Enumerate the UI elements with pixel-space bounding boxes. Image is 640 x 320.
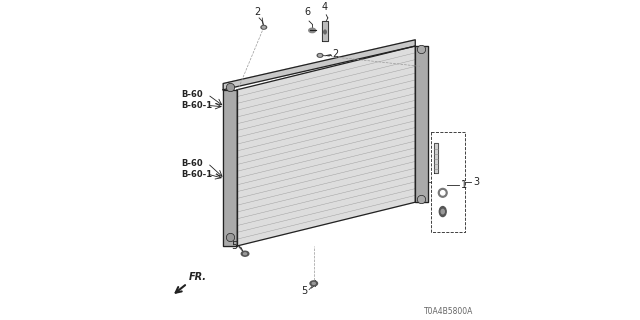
Ellipse shape — [324, 30, 326, 34]
Ellipse shape — [439, 207, 446, 217]
Text: B-60-1: B-60-1 — [181, 170, 212, 179]
Polygon shape — [223, 90, 237, 246]
Ellipse shape — [441, 209, 444, 214]
Ellipse shape — [261, 26, 267, 29]
Text: B-60: B-60 — [181, 90, 203, 99]
Text: 5: 5 — [301, 285, 307, 296]
Text: 6: 6 — [305, 7, 310, 17]
Text: 1: 1 — [461, 180, 467, 190]
Polygon shape — [223, 40, 415, 90]
Ellipse shape — [319, 55, 321, 56]
Text: T0A4B5800A: T0A4B5800A — [424, 307, 473, 316]
Ellipse shape — [317, 53, 323, 57]
Ellipse shape — [310, 281, 317, 286]
Text: 4: 4 — [322, 2, 328, 12]
Text: B-60-1: B-60-1 — [181, 101, 212, 110]
Bar — [322, 21, 328, 41]
Text: 2: 2 — [255, 7, 260, 17]
Ellipse shape — [241, 251, 249, 256]
Text: 5: 5 — [231, 241, 237, 251]
Circle shape — [438, 188, 447, 197]
Ellipse shape — [308, 28, 316, 33]
Text: 3: 3 — [473, 177, 479, 187]
Polygon shape — [237, 46, 415, 246]
Circle shape — [440, 191, 445, 195]
Ellipse shape — [243, 253, 246, 255]
Text: FR.: FR. — [189, 272, 207, 283]
Polygon shape — [415, 46, 428, 202]
Bar — [434, 143, 438, 172]
Text: B-60: B-60 — [181, 159, 203, 168]
Text: 2: 2 — [333, 50, 339, 60]
Ellipse shape — [312, 283, 316, 284]
Ellipse shape — [262, 27, 265, 28]
